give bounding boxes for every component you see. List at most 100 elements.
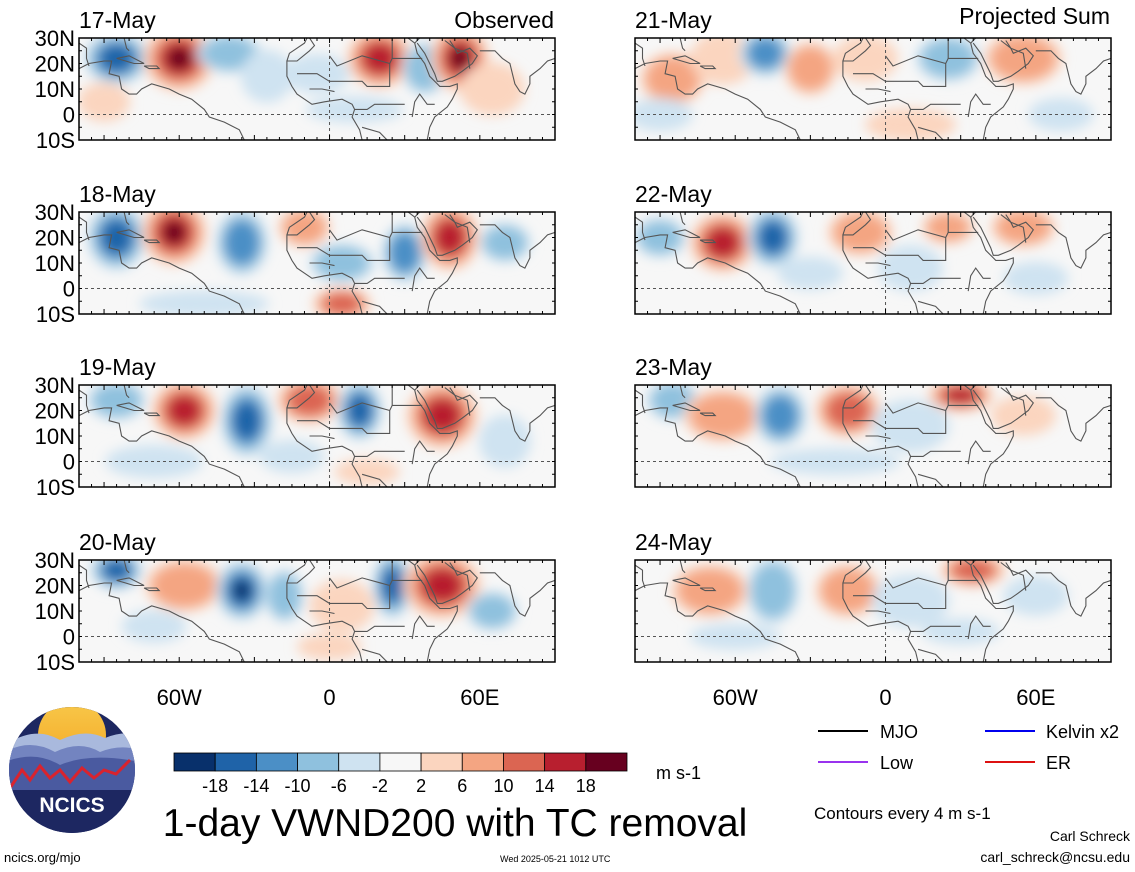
anomaly-blob — [233, 581, 251, 601]
y-tick-label: 20N — [35, 399, 75, 424]
panel-right-3: 23-May — [634, 354, 1112, 488]
footer-email: carl_schreck@ncsu.edu — [980, 849, 1130, 865]
anomaly-blob — [690, 38, 756, 85]
anomaly-blob — [1028, 97, 1094, 132]
anomaly-blob — [833, 213, 888, 252]
panel-date-label: 17-May — [79, 7, 156, 33]
y-tick-label: 10N — [35, 251, 75, 276]
colorbar-tick-label: 18 — [576, 776, 596, 796]
projected-label: Projected Sum — [959, 3, 1110, 29]
colorbar-tick-label: -18 — [202, 776, 228, 796]
contour-note: Contours every 4 m s-1 — [814, 804, 991, 823]
coastlines — [635, 560, 1111, 662]
coastlines — [635, 38, 1111, 140]
footer-url: ncics.org/mjo — [4, 850, 81, 865]
colorbar-swatch — [420, 752, 463, 772]
anomaly-blob — [871, 574, 950, 628]
y-tick-label: 0 — [63, 625, 75, 650]
anomaly-blob — [990, 395, 1056, 436]
coastlines — [79, 212, 555, 314]
y-tick-label: 10S — [36, 475, 75, 500]
panel-date-label: 21-May — [635, 7, 712, 33]
colorbar-tick-label: 6 — [457, 776, 467, 796]
anomaly-blob — [763, 395, 798, 436]
anomaly-blob — [788, 46, 832, 91]
colorbar: -18 -14 -10 -6 -2 2 6 10 14 18 — [173, 752, 628, 796]
anomaly-blob — [167, 47, 191, 70]
anomaly-blob — [139, 290, 270, 314]
y-tick-label: 0 — [63, 103, 75, 128]
anomaly-blob — [259, 439, 325, 473]
y-tick-label: 30N — [35, 200, 75, 225]
coastlines — [79, 385, 555, 487]
anomaly-blob — [202, 38, 257, 70]
x-tick-label: 0 — [323, 685, 335, 710]
anomaly-blob — [92, 385, 141, 417]
anomaly-blob — [706, 227, 739, 258]
anomaly-blob — [751, 563, 795, 619]
anomaly-blob — [832, 38, 899, 82]
anomaly-blob — [103, 560, 130, 580]
colorbar-tick-label: -6 — [331, 776, 347, 796]
anomaly-blob — [163, 221, 185, 244]
y-tick-label: 10N — [35, 424, 75, 449]
anomaly-blob — [435, 221, 465, 254]
anomaly-blob — [1003, 261, 1069, 295]
anomaly-blob — [1003, 575, 1069, 616]
x-tick-label: 60E — [460, 685, 499, 710]
colorbar-tick-label: 10 — [493, 776, 513, 796]
footer-author: Carl Schreck — [1050, 828, 1131, 844]
x-tick-label: 60W — [713, 685, 758, 710]
colorbar-tick-label: 14 — [535, 776, 555, 796]
anomaly-blob — [151, 563, 217, 608]
panel-date-label: 18-May — [79, 181, 156, 207]
anomaly-blob — [483, 226, 527, 260]
y-tick-label: 20N — [35, 52, 75, 77]
anomaly-blob — [100, 45, 133, 72]
anomaly-blob — [322, 292, 362, 314]
legend-label-low: Low — [880, 753, 914, 773]
colorbar-tick-label: -10 — [285, 776, 311, 796]
anomaly-blob — [450, 47, 470, 70]
anomaly-blob — [921, 618, 1000, 645]
panel-date-label: 19-May — [79, 354, 156, 380]
y-tick-label: 30N — [35, 26, 75, 51]
panel-date-label: 24-May — [635, 529, 712, 555]
panel-date-label: 22-May — [635, 181, 712, 207]
y-tick-label: 0 — [63, 277, 75, 302]
anomaly-blob — [224, 220, 260, 265]
x-tick-label: 0 — [879, 685, 891, 710]
legend-label-mjo: MJO — [880, 722, 918, 742]
colorbar-swatch — [297, 752, 340, 772]
anomaly-blob — [777, 256, 843, 290]
coastlines — [79, 560, 555, 662]
chart-title: 1-day VWND200 with TC removal — [163, 802, 747, 845]
anomaly-blob — [690, 393, 756, 438]
anomaly-blob — [760, 222, 786, 253]
colorbar-swatch — [255, 752, 298, 772]
anomaly-blob — [363, 43, 396, 74]
anomaly-blob — [389, 233, 420, 273]
anomaly-blob — [423, 569, 462, 602]
legend: MJO Kelvin x2 Low ER — [818, 722, 1119, 773]
colorbar-swatch — [173, 752, 216, 772]
colorbar-swatch — [214, 752, 257, 772]
anomaly-blob — [348, 395, 371, 426]
y-tick-label: 30N — [35, 373, 75, 398]
x-tick-label: 60W — [157, 685, 202, 710]
colorbar-tick-label: -2 — [372, 776, 388, 796]
anomaly-blob — [105, 444, 204, 479]
y-tick-label: 0 — [63, 450, 75, 475]
colorbar-tick-label: 2 — [416, 776, 426, 796]
units-label: m s-1 — [656, 763, 701, 783]
anomaly-blob — [459, 62, 525, 116]
legend-label-er: ER — [1046, 753, 1071, 773]
anomaly-blob — [309, 579, 375, 633]
coastlines — [635, 385, 1111, 487]
anomaly-blob — [240, 49, 293, 103]
colorbar-swatch — [503, 752, 546, 772]
anomaly-blob — [951, 560, 995, 582]
